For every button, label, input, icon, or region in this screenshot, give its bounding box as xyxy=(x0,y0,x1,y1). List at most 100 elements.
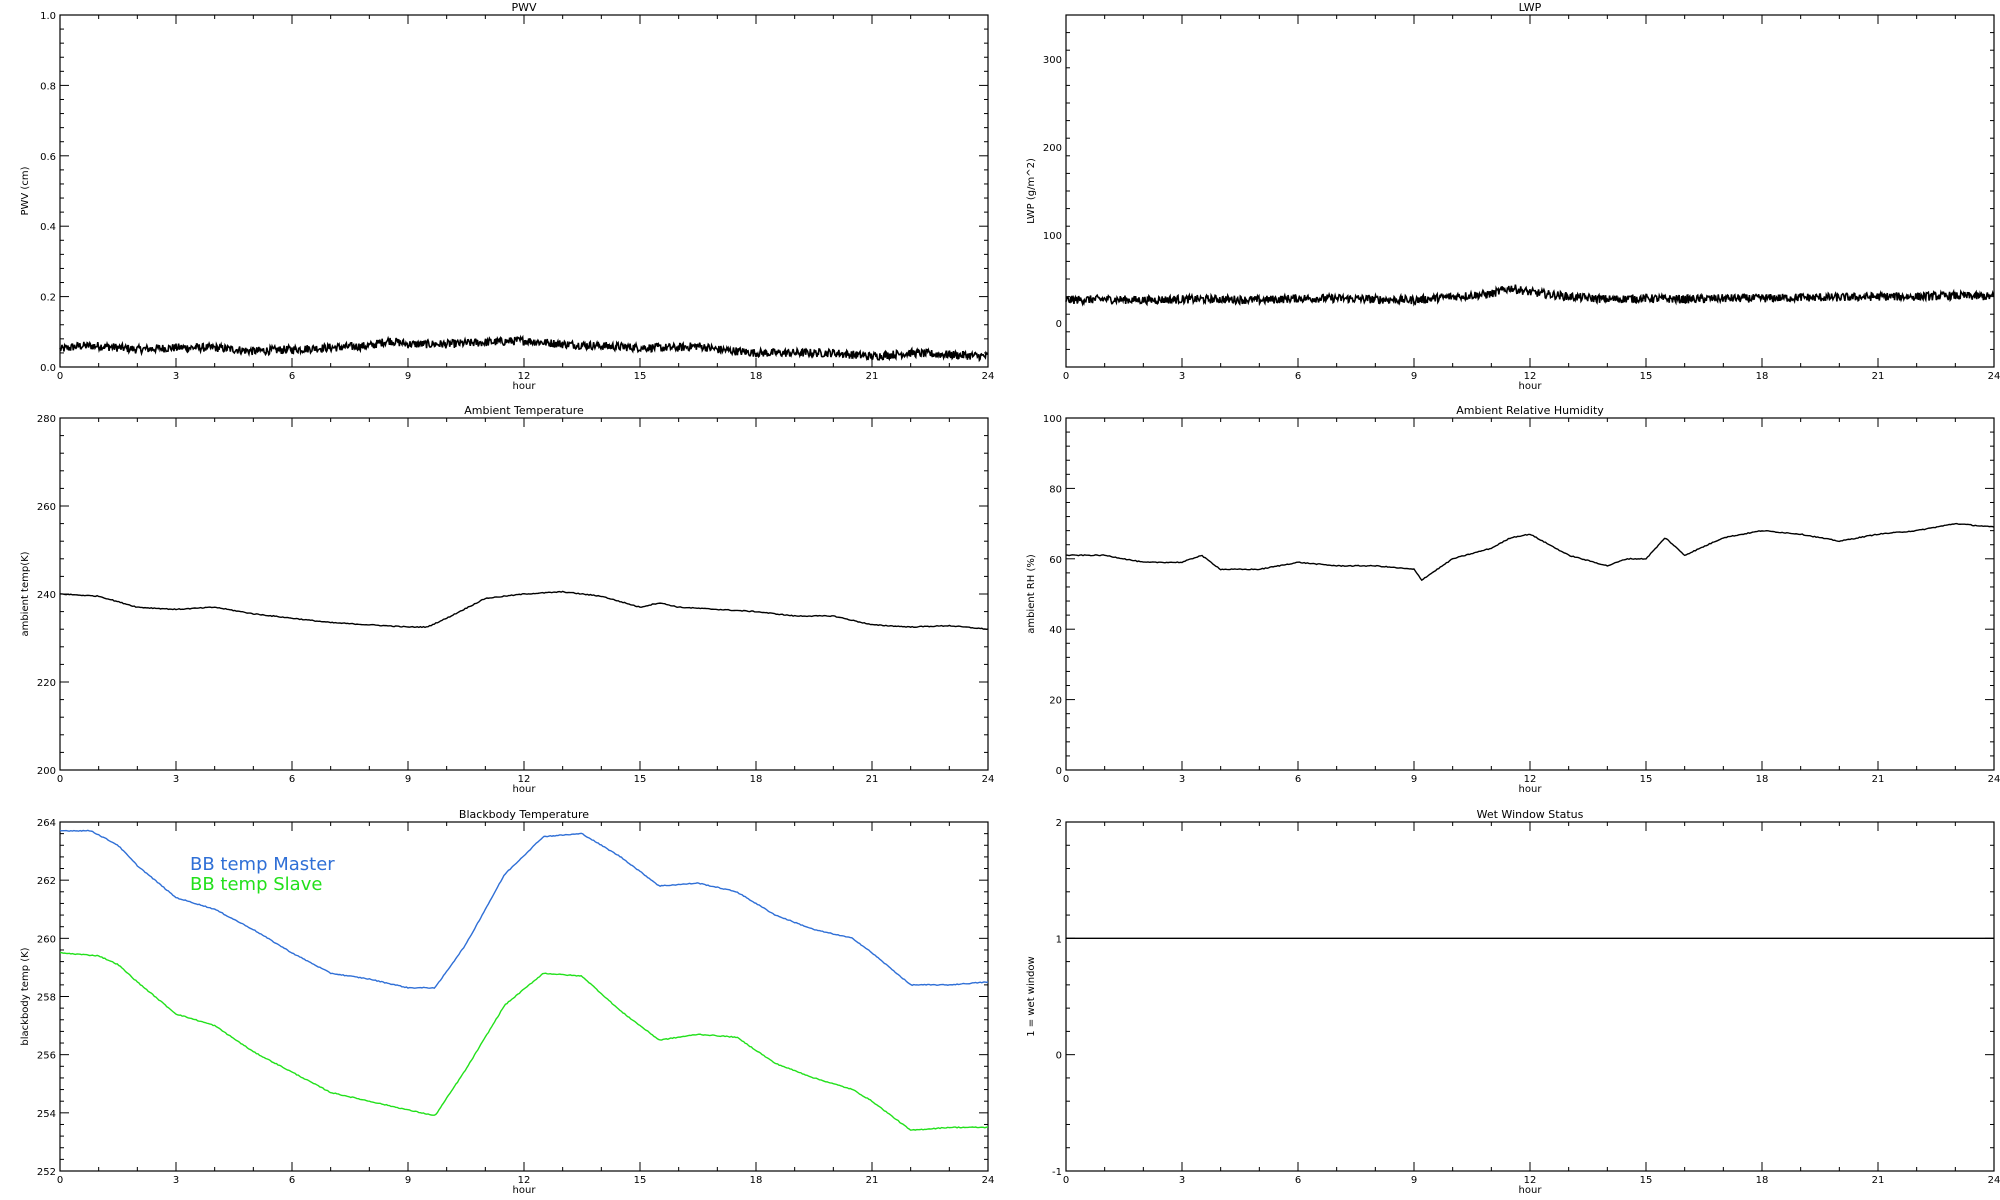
chart-title: Ambient Relative Humidity xyxy=(1456,404,1604,417)
y-axis-label: 1 = wet window xyxy=(1026,956,1037,1036)
y-tick-label: 280 xyxy=(37,414,56,425)
x-tick-label: 18 xyxy=(750,371,763,382)
x-tick-label: 0 xyxy=(1063,1175,1069,1186)
x-tick-label: 24 xyxy=(982,774,995,785)
x-tick-label: 9 xyxy=(1411,1175,1417,1186)
x-tick-label: 18 xyxy=(1756,371,1769,382)
x-axis-label: hour xyxy=(1519,381,1543,392)
x-tick-label: 9 xyxy=(405,774,411,785)
x-tick-label: 12 xyxy=(1524,774,1537,785)
y-tick-label: 1 xyxy=(1056,934,1062,945)
x-tick-label: 3 xyxy=(1179,371,1185,382)
series-line-1 xyxy=(1065,284,1995,307)
x-axis-label: hour xyxy=(513,784,537,795)
plot-frame xyxy=(1065,821,1995,1172)
x-tick-label: 12 xyxy=(518,371,531,382)
x-tick-label: 3 xyxy=(173,371,179,382)
x-tick-label: 0 xyxy=(1063,371,1069,382)
panel-5: Blackbody Temperature 0 3 6 9 12 15 18 21 24 hour 2… xyxy=(20,808,994,1196)
x-tick-label: 0 xyxy=(57,774,63,785)
series-line-1 xyxy=(1065,522,1995,582)
y-tick-label: 100 xyxy=(1043,231,1062,242)
y-tick-label: 20 xyxy=(1049,696,1062,707)
x-tick-label: 6 xyxy=(1295,371,1301,382)
y-tick-label: 260 xyxy=(37,934,56,945)
y-tick-label: 256 xyxy=(37,1051,56,1062)
plot-frame xyxy=(1065,417,1995,771)
x-tick-label: 15 xyxy=(634,774,647,785)
panel-4: Ambient Relative Humidity 0 3 6 9 12 15 18 21 24 h… xyxy=(1026,404,2000,795)
y-axis-label: PWV (cm) xyxy=(20,166,31,215)
x-tick-label: 0 xyxy=(1063,774,1069,785)
legend-entry-2: BB temp Slave xyxy=(190,874,322,895)
panel-2: LWP 0 3 6 9 12 15 18 21 24 hour 0 100 200 300 LWP (g/m^… xyxy=(1026,1,2000,392)
x-tick-label: 18 xyxy=(750,774,763,785)
y-tick-label: 260 xyxy=(37,502,56,513)
y-axis-label: blackbody temp (K) xyxy=(20,947,31,1045)
y-tick-label: 0 xyxy=(1056,319,1062,330)
panel-3: Ambient Temperature 0 3 6 9 12 15 18 21 24 hour 200… xyxy=(20,404,994,795)
x-tick-label: 15 xyxy=(634,371,647,382)
y-tick-label: 300 xyxy=(1043,55,1062,66)
y-tick-label: 0 xyxy=(1056,766,1062,777)
series-line-1 xyxy=(59,829,989,989)
x-tick-label: 12 xyxy=(518,1175,531,1186)
y-axis-label: ambient temp(K) xyxy=(20,551,31,636)
y-tick-label: 1.0 xyxy=(40,11,56,22)
y-tick-label: 220 xyxy=(37,678,56,689)
series-line-1 xyxy=(59,590,989,631)
x-tick-label: 18 xyxy=(1756,774,1769,785)
x-axis-label: hour xyxy=(513,1185,537,1196)
legend-entry-1: BB temp Master xyxy=(190,854,335,875)
x-tick-label: 6 xyxy=(289,371,295,382)
x-tick-label: 3 xyxy=(173,1175,179,1186)
x-tick-label: 24 xyxy=(1988,371,2000,382)
y-tick-label: 264 xyxy=(37,818,56,829)
y-tick-label: 240 xyxy=(37,590,56,601)
plot-frame xyxy=(1065,14,1995,368)
series-line-2 xyxy=(59,951,989,1131)
x-axis-label: hour xyxy=(513,381,537,392)
x-tick-label: 18 xyxy=(750,1175,763,1186)
x-tick-label: 15 xyxy=(1640,774,1653,785)
y-tick-label: 262 xyxy=(37,876,56,887)
chart-title: LWP xyxy=(1519,1,1542,14)
x-tick-label: 15 xyxy=(1640,1175,1653,1186)
y-tick-label: 0.4 xyxy=(40,222,56,233)
x-tick-label: 24 xyxy=(1988,1175,2000,1186)
chart-title: Blackbody Temperature xyxy=(459,808,589,821)
x-tick-label: 9 xyxy=(1411,774,1417,785)
x-tick-label: 21 xyxy=(1872,371,1885,382)
x-tick-label: 9 xyxy=(405,371,411,382)
y-tick-label: 40 xyxy=(1049,625,1062,636)
y-tick-label: 100 xyxy=(1043,414,1062,425)
y-tick-label: 80 xyxy=(1049,484,1062,495)
x-tick-label: 21 xyxy=(866,371,879,382)
x-tick-label: 21 xyxy=(1872,774,1885,785)
y-tick-label: 258 xyxy=(37,993,56,1004)
x-axis-label: hour xyxy=(1519,784,1543,795)
y-tick-label: 0 xyxy=(1056,1051,1062,1062)
x-tick-label: 9 xyxy=(1411,371,1417,382)
x-tick-label: 0 xyxy=(57,1175,63,1186)
y-tick-label: 0.6 xyxy=(40,152,56,163)
x-tick-label: 6 xyxy=(289,1175,295,1186)
x-tick-label: 6 xyxy=(1295,1175,1301,1186)
y-tick-label: 0.8 xyxy=(40,81,56,92)
x-tick-label: 15 xyxy=(634,1175,647,1186)
x-tick-label: 6 xyxy=(289,774,295,785)
chart-title: Wet Window Status xyxy=(1477,808,1584,821)
y-tick-label: 252 xyxy=(37,1167,56,1178)
x-tick-label: 0 xyxy=(57,371,63,382)
x-tick-label: 6 xyxy=(1295,774,1301,785)
x-tick-label: 21 xyxy=(866,1175,879,1186)
x-tick-label: 24 xyxy=(1988,774,2000,785)
y-tick-label: 0.2 xyxy=(40,293,56,304)
y-tick-label: 2 xyxy=(1056,818,1062,829)
x-tick-label: 3 xyxy=(1179,774,1185,785)
x-tick-label: 15 xyxy=(1640,371,1653,382)
x-tick-label: 3 xyxy=(173,774,179,785)
y-tick-label: -1 xyxy=(1052,1167,1062,1178)
